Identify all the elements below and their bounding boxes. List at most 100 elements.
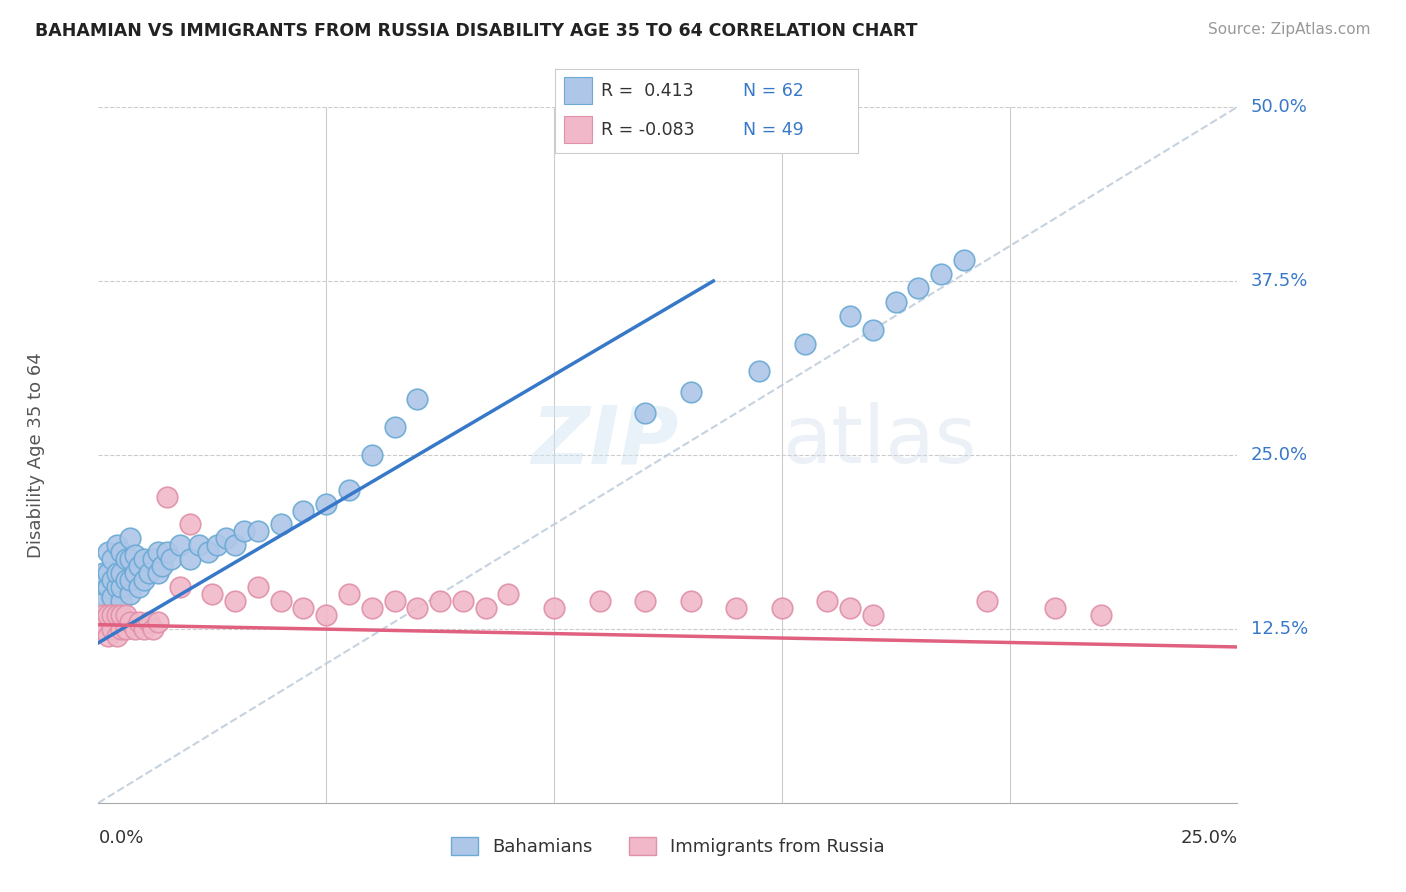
Point [90, 601, 112, 615]
Point [124, 566, 146, 581]
Point [770, 601, 793, 615]
Point [101, 552, 124, 566]
Point [862, 607, 884, 622]
Point [124, 548, 146, 562]
Point [406, 392, 429, 407]
Text: Source: ZipAtlas.com: Source: ZipAtlas.com [1208, 22, 1371, 37]
Text: atlas: atlas [782, 402, 976, 480]
Point [114, 607, 136, 622]
Point [215, 532, 238, 546]
Point [929, 267, 952, 281]
Point [588, 594, 610, 608]
Point [96, 566, 118, 581]
Point [114, 622, 136, 636]
Point [197, 545, 219, 559]
Point [110, 566, 132, 581]
Point [451, 594, 474, 608]
Point [201, 587, 224, 601]
Point [120, 532, 142, 546]
Point [337, 483, 360, 497]
Point [156, 545, 179, 559]
Point [315, 607, 337, 622]
Point [105, 538, 128, 552]
Point [132, 622, 155, 636]
Point [138, 615, 160, 629]
Point [114, 552, 136, 566]
Point [120, 552, 142, 566]
Point [91, 566, 114, 581]
Point [105, 566, 128, 581]
Point [270, 517, 292, 532]
Point [862, 323, 884, 337]
Point [120, 615, 142, 629]
Point [679, 385, 702, 400]
Point [96, 607, 118, 622]
Point [110, 580, 132, 594]
Point [128, 580, 150, 594]
Point [101, 590, 124, 604]
Point [94, 594, 117, 608]
Point [1043, 601, 1066, 615]
Point [1090, 607, 1112, 622]
Point [634, 594, 657, 608]
Point [246, 524, 269, 539]
Point [138, 566, 160, 581]
Point [160, 552, 183, 566]
Point [101, 573, 124, 587]
Point [360, 601, 382, 615]
Point [91, 607, 114, 622]
Point [150, 559, 173, 574]
Text: 25.0%: 25.0% [1180, 830, 1237, 847]
Point [105, 607, 128, 622]
Point [839, 309, 862, 323]
Point [679, 594, 702, 608]
Point [110, 622, 132, 636]
Point [205, 538, 228, 552]
Point [120, 587, 142, 601]
Point [360, 448, 382, 462]
Point [105, 629, 128, 643]
Point [156, 490, 179, 504]
Point [233, 524, 256, 539]
Text: Disability Age 35 to 64: Disability Age 35 to 64 [27, 352, 45, 558]
Point [543, 601, 565, 615]
Point [110, 594, 132, 608]
Point [474, 601, 496, 615]
Text: 50.0%: 50.0% [1251, 98, 1308, 116]
FancyBboxPatch shape [564, 116, 592, 144]
Point [179, 552, 201, 566]
Text: BAHAMIAN VS IMMIGRANTS FROM RUSSIA DISABILITY AGE 35 TO 64 CORRELATION CHART: BAHAMIAN VS IMMIGRANTS FROM RUSSIA DISAB… [35, 22, 918, 40]
Point [146, 566, 169, 581]
Legend: Bahamians, Immigrants from Russia: Bahamians, Immigrants from Russia [443, 830, 893, 863]
Point [101, 622, 124, 636]
Point [120, 573, 142, 587]
Point [793, 336, 815, 351]
Point [91, 622, 114, 636]
Point [132, 552, 155, 566]
Point [128, 559, 150, 574]
Text: N = 62: N = 62 [742, 82, 804, 100]
Point [839, 601, 862, 615]
Point [337, 587, 360, 601]
Point [315, 497, 337, 511]
Point [292, 503, 315, 517]
Text: 37.5%: 37.5% [1251, 272, 1309, 290]
Point [498, 587, 520, 601]
Point [246, 580, 269, 594]
Point [406, 601, 429, 615]
Text: R =  0.413: R = 0.413 [600, 82, 693, 100]
Point [169, 580, 191, 594]
Point [725, 601, 748, 615]
Point [384, 594, 406, 608]
Point [96, 580, 118, 594]
Text: 25.0%: 25.0% [1251, 446, 1308, 464]
Point [110, 545, 132, 559]
Point [292, 601, 315, 615]
Point [429, 594, 451, 608]
Point [976, 594, 998, 608]
Point [90, 615, 112, 629]
Point [907, 281, 929, 295]
Point [815, 594, 838, 608]
Point [105, 580, 128, 594]
Text: N = 49: N = 49 [742, 120, 804, 138]
